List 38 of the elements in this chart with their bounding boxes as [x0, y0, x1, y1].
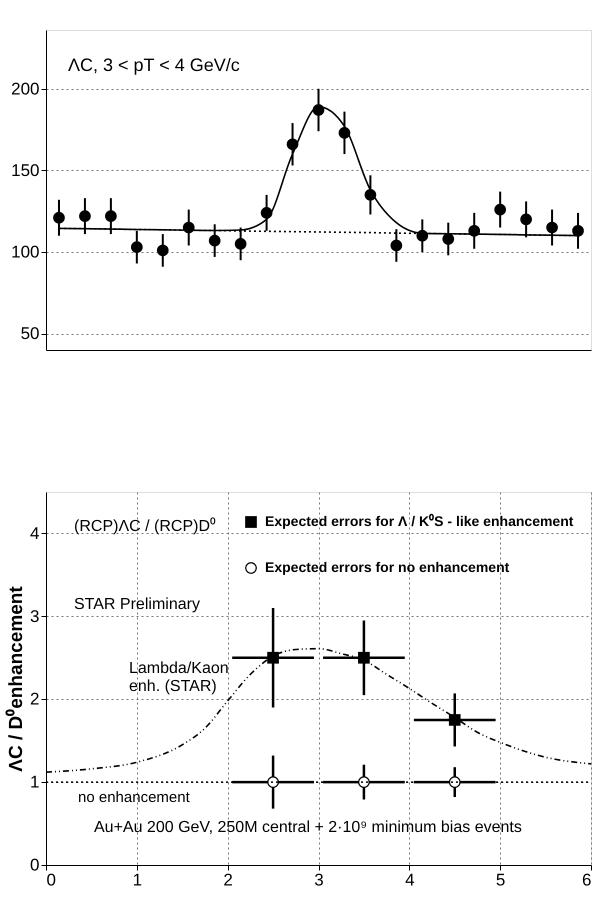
legend-label: Expected errors for no enhancement	[265, 559, 510, 575]
x-tick-label: 0	[46, 870, 56, 890]
y-tick-label: 100	[11, 242, 40, 262]
annotation: (RCP)ΛC / (RCP)D⁰	[74, 517, 216, 535]
x-tick-label: 2	[223, 870, 233, 890]
x-tick-label: 5	[496, 870, 506, 890]
x-tick-label: 6	[582, 870, 592, 890]
point	[53, 212, 65, 224]
y-axis-title: ΛC / D⁰enhancement	[5, 586, 28, 772]
x-tick-label: 1	[132, 870, 142, 890]
point	[156, 244, 169, 256]
x-tick-label: 3	[314, 870, 324, 890]
annotation: STAR Preliminary	[74, 596, 200, 613]
x-tick-label: 4	[405, 870, 415, 890]
point	[572, 224, 584, 237]
annotation: Au+Au 200 GeV, 250M central + 2·10⁹ minimum bias events	[94, 819, 522, 836]
y-tick-label: 2	[30, 690, 40, 709]
point	[130, 241, 143, 253]
point	[546, 222, 558, 234]
y-tick-label: 1	[30, 772, 40, 792]
point	[208, 234, 221, 246]
annotation: Lambda/Kaon enh. (STAR)	[129, 660, 229, 695]
y-tick-label: 4	[30, 524, 40, 543]
point	[234, 238, 246, 250]
point	[390, 240, 402, 252]
legend-label: Expected errors for Λ / K⁰S - like enhancement	[265, 513, 574, 529]
point	[494, 204, 506, 216]
point	[442, 233, 454, 245]
y-tick-label: 3	[30, 606, 40, 626]
point	[79, 210, 91, 222]
annotation: ΛC, 3 < pT < 4 GeV/c	[68, 55, 240, 75]
point	[520, 214, 532, 226]
ref-line-label: no enhancement	[78, 789, 191, 806]
y-tick-label: 200	[11, 79, 40, 98]
y-tick-label: 150	[11, 160, 40, 180]
y-tick-label: 50	[20, 324, 40, 344]
y-tick-label: 0	[30, 856, 40, 874]
point	[105, 210, 117, 222]
